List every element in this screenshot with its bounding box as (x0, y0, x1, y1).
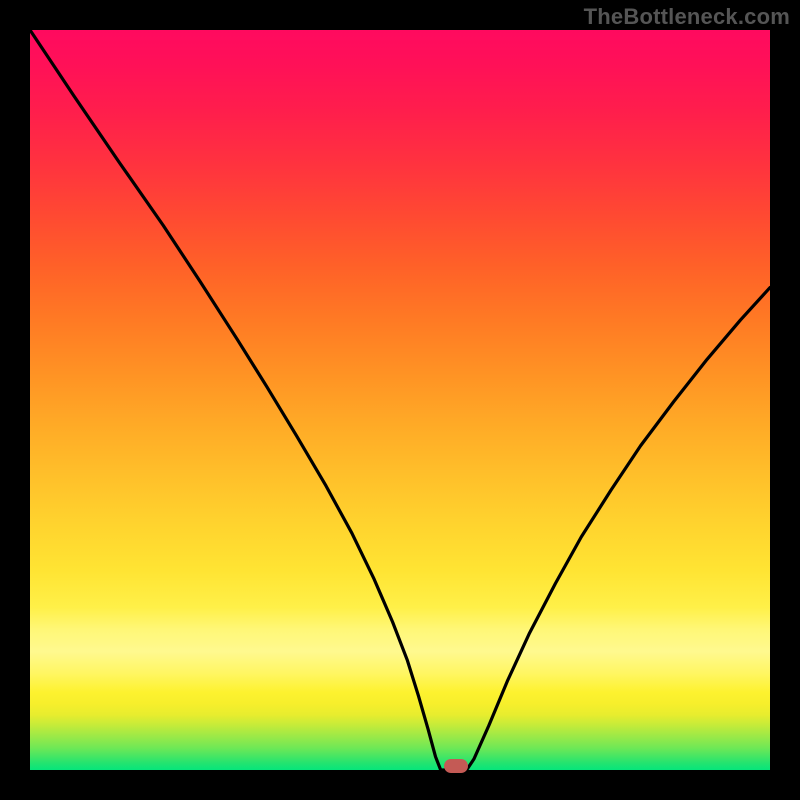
bottleneck-plot (30, 30, 770, 770)
watermark-label: TheBottleneck.com (584, 4, 790, 30)
minimum-marker (444, 759, 468, 773)
chart-frame: TheBottleneck.com (0, 0, 800, 800)
